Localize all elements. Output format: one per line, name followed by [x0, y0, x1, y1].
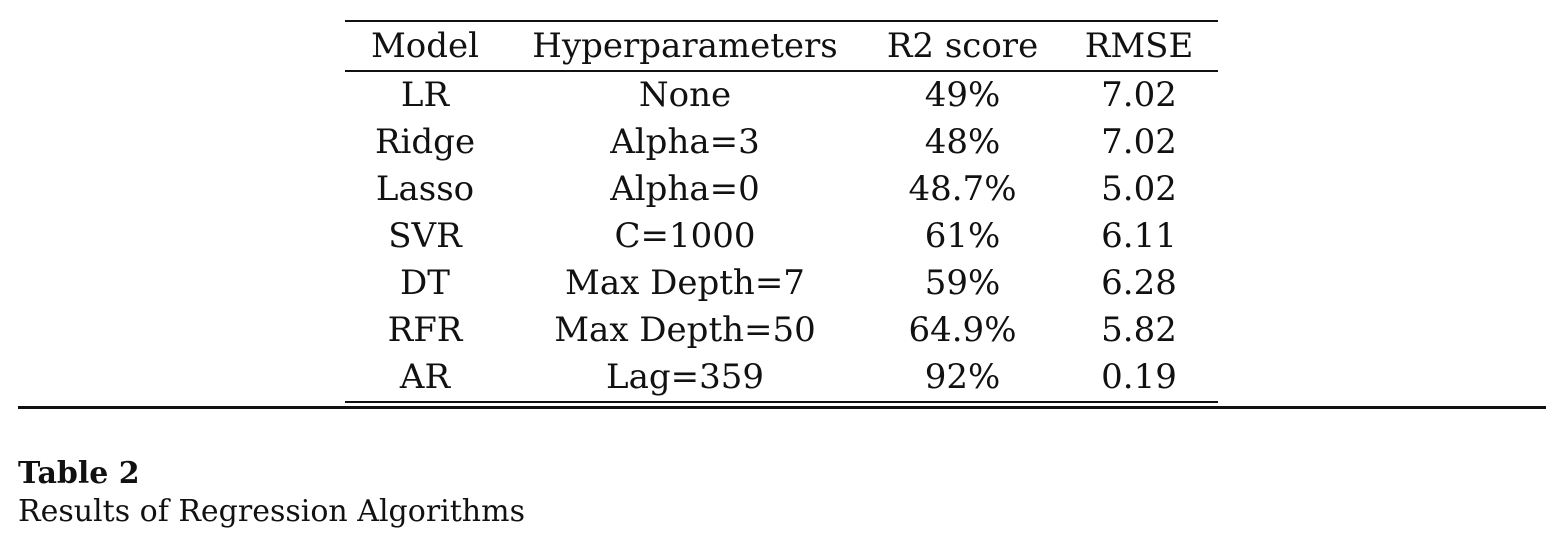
caption-title: Results of Regression Algorithms: [18, 494, 525, 529]
cell-r2-score: 64.9%: [908, 310, 1017, 350]
caption-label: Table 2: [18, 456, 140, 491]
header-model: Model: [370, 25, 480, 66]
results-table: Model Hyperparameters R2 score RMSE LR N…: [345, 20, 1218, 403]
cell-rmse: 6.11: [1101, 216, 1177, 256]
cell-model: LR: [400, 75, 450, 115]
cell-rmse: 7.02: [1101, 75, 1177, 115]
cell-r2-score: 49%: [924, 75, 1001, 115]
cell-hyperparameters: Max Depth=7: [565, 263, 805, 303]
results-table-container: Model Hyperparameters R2 score RMSE LR N…: [345, 20, 1218, 403]
cell-hyperparameters: Alpha=0: [610, 169, 760, 209]
cell-model: RFR: [387, 310, 463, 350]
table-header: Model Hyperparameters R2 score RMSE: [345, 21, 1218, 71]
cell-rmse: 5.02: [1101, 169, 1177, 209]
header-row: Model Hyperparameters R2 score RMSE: [345, 21, 1218, 71]
section-divider: [18, 406, 1546, 409]
cell-r2-score: 61%: [924, 216, 1001, 256]
cell-rmse: 7.02: [1101, 122, 1177, 162]
cell-model: AR: [399, 357, 451, 397]
table-row: SVR C=1000 61% 6.11: [345, 213, 1218, 260]
cell-hyperparameters: C=1000: [614, 216, 756, 256]
table-row: LR None 49% 7.02: [345, 71, 1218, 119]
cell-r2-score: 59%: [924, 263, 1001, 303]
table-row: Lasso Alpha=0 48.7% 5.02: [345, 166, 1218, 213]
cell-hyperparameters: None: [638, 75, 732, 115]
header-rmse: RMSE: [1084, 25, 1194, 66]
cell-rmse: 0.19: [1101, 357, 1177, 397]
header-hyperparameters: Hyperparameters: [532, 25, 838, 66]
cell-r2-score: 48%: [924, 122, 1001, 162]
cell-r2-score: 92%: [924, 357, 1001, 397]
cell-model: SVR: [388, 216, 462, 256]
cell-hyperparameters: Lag=359: [606, 357, 764, 397]
table-row: AR Lag=359 92% 0.19: [345, 354, 1218, 402]
header-r2-score: R2 score: [886, 25, 1039, 66]
cell-model: Lasso: [375, 169, 475, 209]
cell-model: DT: [400, 263, 450, 303]
table-row: DT Max Depth=7 59% 6.28: [345, 260, 1218, 307]
cell-model: Ridge: [374, 122, 476, 162]
table-caption: Table 2 Results of Regression Algorithms: [18, 455, 525, 531]
table-row: Ridge Alpha=3 48% 7.02: [345, 119, 1218, 166]
table-row: RFR Max Depth=50 64.9% 5.82: [345, 307, 1218, 354]
cell-hyperparameters: Alpha=3: [610, 122, 760, 162]
cell-rmse: 5.82: [1101, 310, 1177, 350]
cell-rmse: 6.28: [1101, 263, 1177, 303]
table-body: LR None 49% 7.02 Ridge Alpha=3 48% 7.02 …: [345, 71, 1218, 402]
cell-r2-score: 48.7%: [908, 169, 1017, 209]
cell-hyperparameters: Max Depth=50: [554, 310, 816, 350]
